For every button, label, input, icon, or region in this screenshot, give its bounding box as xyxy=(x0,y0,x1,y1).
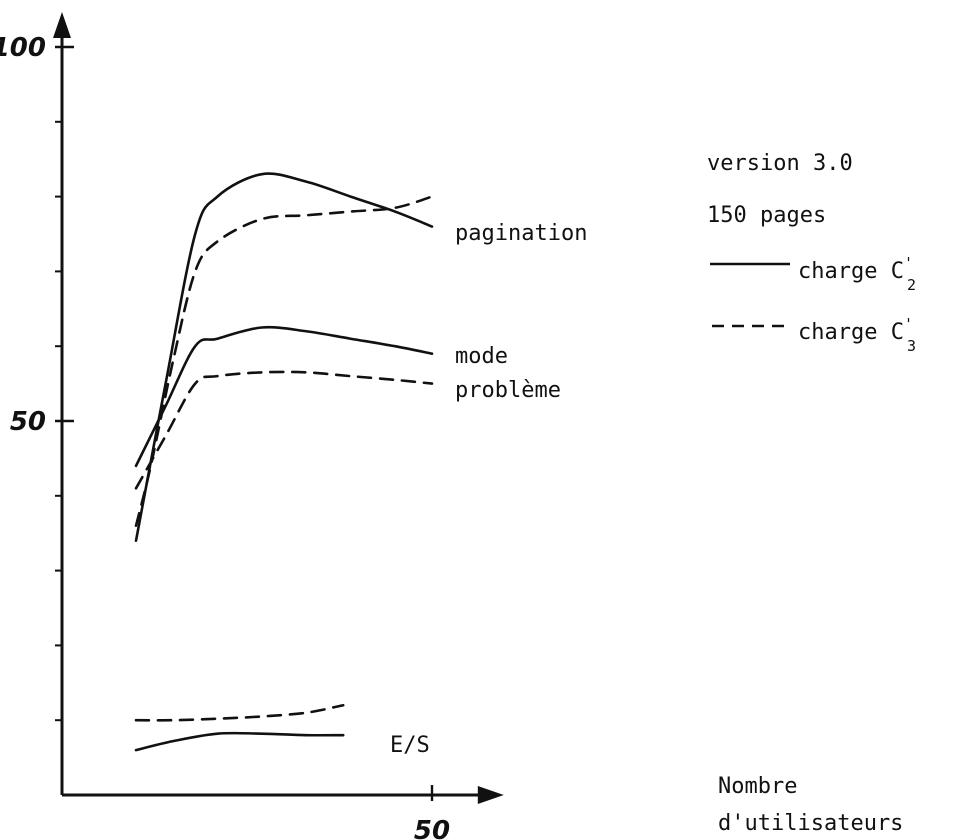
curve-label-probleme: problème xyxy=(455,378,561,403)
series-layer xyxy=(134,172,434,752)
legend-label-c2: charge C' 2 xyxy=(798,254,916,294)
axes xyxy=(53,12,504,804)
curve-labels: pagination mode problème E/S xyxy=(390,221,587,758)
x-axis-label-line-1: Nombre xyxy=(718,774,797,799)
y-tick-label-50: 50 xyxy=(10,407,46,437)
axis-ticks: 50 100 50 xyxy=(0,33,450,840)
curve-label-es: E/S xyxy=(390,733,430,758)
y-tick-label-100: 100 xyxy=(0,33,46,63)
series-line-pagination-dashed xyxy=(134,195,434,528)
y-axis-arrow xyxy=(53,12,71,38)
annotation-version: version 3.0 xyxy=(707,151,853,176)
x-axis-label: Nombre d'utilisateurs xyxy=(718,774,903,836)
series-line-pagination-solid xyxy=(134,172,434,542)
series-line-e-s-solid xyxy=(134,731,345,752)
legend-label-c3: charge C' 3 xyxy=(798,315,916,355)
series-line-mode-probl-me-dashed xyxy=(134,370,434,490)
annotation-pages: 150 pages xyxy=(707,203,826,228)
x-axis-arrow xyxy=(477,786,504,804)
annotations: version 3.0 150 pages xyxy=(707,151,853,228)
series-line-mode-probl-me-solid xyxy=(134,325,434,468)
x-axis-label-line-2: d'utilisateurs xyxy=(718,811,903,836)
curve-label-mode: mode xyxy=(455,344,508,369)
curve-label-pagination: pagination xyxy=(455,221,587,246)
legend: charge C' 2 charge C' 3 xyxy=(710,254,916,355)
series-line-e-s-dashed xyxy=(134,703,345,722)
x-tick-label-50: 50 xyxy=(414,816,450,840)
